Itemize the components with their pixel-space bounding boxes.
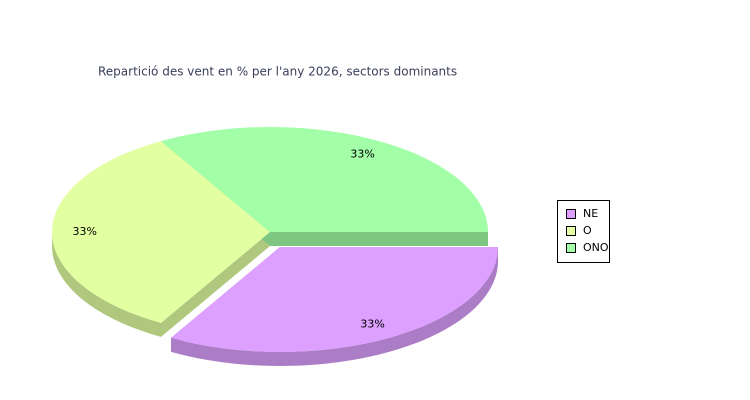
chart-title: Repartició des vent en % per l'any 2026,…: [98, 65, 457, 79]
legend-label: O: [583, 224, 592, 237]
slice: [171, 247, 498, 353]
pie-tops: [52, 127, 498, 353]
data-label: 33%: [350, 148, 374, 161]
legend-label: NE: [583, 207, 598, 220]
slice-side: [270, 232, 488, 246]
legend-label: ONO: [583, 241, 609, 254]
slice: [161, 127, 488, 232]
legend-swatch: [566, 243, 576, 253]
legend-swatch: [566, 209, 576, 219]
data-label: 33%: [72, 225, 96, 238]
data-label: 33%: [360, 317, 384, 330]
legend: NE O ONO: [557, 200, 610, 263]
slice: [52, 141, 270, 323]
slice-side: [171, 247, 498, 367]
slice-side: [51, 232, 161, 337]
legend-swatch: [566, 226, 576, 236]
slice-side: [161, 232, 270, 337]
